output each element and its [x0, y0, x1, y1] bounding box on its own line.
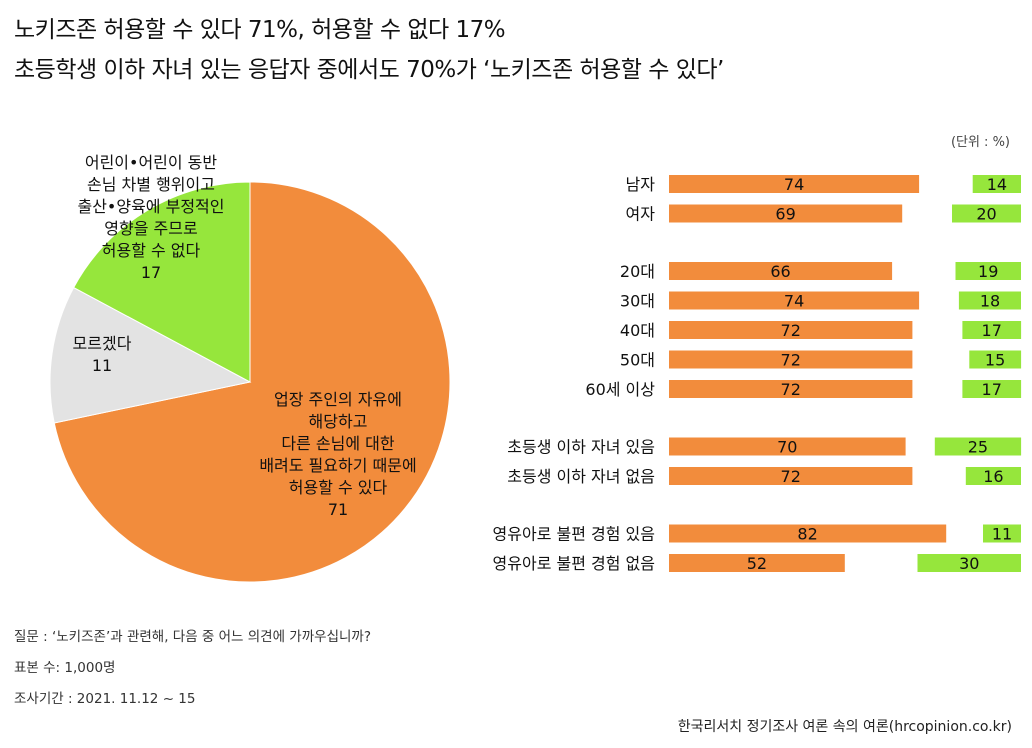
bar-category-label: 영유아로 불편 경험 있음	[493, 525, 655, 544]
bar-category-label: 60세 이상	[585, 380, 655, 399]
pie-label-line: 허용할 수 없다	[102, 241, 201, 260]
pie-label-line: 다른 손님에 대한	[281, 434, 394, 453]
bar-agree	[669, 437, 906, 456]
unit-note: (단위 : %)	[951, 135, 1010, 150]
bar-agree-value-label: 70	[777, 438, 797, 457]
bar-category-label: 30대	[620, 292, 655, 311]
pie-label-line: 손님 차별 행위이고	[87, 175, 215, 194]
pie-label-line: 배려도 필요하기 때문에	[259, 456, 416, 475]
pie-label-line: 모르겠다	[73, 334, 132, 353]
bar-agree-value-label: 72	[781, 380, 801, 399]
pie-label-line: 허용할 수 있다	[289, 478, 388, 497]
bar-category-label: 40대	[620, 321, 655, 340]
bar-agree	[669, 467, 913, 485]
pie-label-line: 해당하고	[309, 412, 368, 431]
bar-category-label: 여자	[626, 205, 656, 224]
bar-disagree	[972, 175, 1021, 193]
bar-disagree-value-label: 19	[978, 262, 998, 281]
source-note: 한국리서치 정기조사 여론 속의 여론(hrcopinion.co.kr)	[677, 719, 1012, 735]
pie-label-line: 영향을 주므로	[104, 219, 197, 238]
pie-label-line: 업장 주인의 자유에	[274, 390, 402, 409]
bar-disagree-value-label: 20	[976, 205, 996, 224]
question-note: 질문 : ‘노키즈존’과 관련해, 다음 중 어느 의견에 가까우십니까?	[14, 629, 371, 645]
bar-category-label: 50대	[620, 351, 655, 370]
bar-disagree	[958, 291, 1021, 310]
bar-agree	[669, 291, 920, 310]
bar-agree-value-label: 74	[784, 292, 804, 311]
page-subtitle: 초등학생 이하 자녀 있는 응답자 중에서도 70%가 ‘노키즈존 허용할 수 …	[14, 57, 724, 83]
bar-disagree-value-label: 17	[982, 380, 1002, 399]
bar-agree-value-label: 74	[784, 175, 804, 194]
bar-disagree-value-label: 16	[983, 467, 1003, 486]
bar-agree	[669, 175, 920, 193]
bar-agree	[669, 380, 913, 398]
bar-category-label: 초등생 이하 자녀 있음	[507, 438, 655, 457]
bar-disagree	[934, 437, 1022, 456]
pie-slice-dontknow	[49, 286, 252, 424]
bar-disagree	[917, 554, 1021, 572]
bar-agree	[669, 204, 903, 223]
pie-value-label: 71	[328, 500, 348, 519]
bar-agree-value-label: 69	[775, 205, 795, 224]
page-title: 노키즈존 허용할 수 있다 71%, 허용할 수 없다 17%	[14, 17, 506, 43]
bar-disagree	[969, 350, 1022, 369]
bar-disagree-value-label: 14	[987, 175, 1007, 194]
pie-chart: 업장 주인의 자유에 해당하고 다른 손님에 대한 배려도 필요하기 때문에 허용할 수…	[49, 153, 451, 583]
bar-agree-value-label: 72	[781, 321, 801, 340]
pie-label-line: 어린이•어린이 동반	[85, 153, 218, 172]
bar-disagree	[962, 321, 1022, 339]
bar-disagree-value-label: 15	[985, 351, 1005, 370]
bar-disagree	[962, 380, 1022, 398]
bar-agree	[669, 350, 913, 369]
bar-agree-value-label: 72	[781, 467, 801, 486]
bar-agree-value-label: 66	[770, 262, 790, 281]
bar-chart: (단위 : %) 남자 74 14 여자 69 20 20대 66 19 30대 74 18 40대 72 1…	[493, 135, 1022, 573]
bar-disagree	[965, 467, 1021, 485]
bar-disagree	[983, 524, 1021, 543]
pie-slice-agree	[53, 181, 451, 583]
survey-period-note: 조사기간 : 2021. 11.12 ~ 15	[14, 691, 196, 707]
pie-label-dontknow: 모르겠다 11	[73, 334, 132, 375]
bar-category-label: 초등생 이하 자녀 없음	[507, 467, 655, 486]
bar-disagree	[955, 262, 1021, 280]
bar-disagree-value-label: 11	[992, 525, 1012, 544]
bar-disagree-value-label: 17	[982, 321, 1002, 340]
pie-value-label: 17	[141, 263, 161, 282]
sample-size-note: 표본 수: 1,000명	[14, 660, 116, 676]
pie-label-line: 출산•양육에 부정적인	[77, 197, 224, 216]
bar-category-label: 영유아로 불편 경험 없음	[493, 554, 655, 573]
bar-agree	[669, 321, 913, 339]
bar-agree-value-label: 52	[747, 554, 767, 573]
bar-agree	[669, 554, 845, 572]
bar-agree-value-label: 72	[781, 351, 801, 370]
bar-disagree-value-label: 25	[968, 438, 988, 457]
bar-category-label: 남자	[626, 175, 656, 194]
pie-slice-disagree	[73, 181, 251, 383]
bar-disagree-value-label: 30	[959, 554, 979, 573]
bar-agree	[669, 524, 947, 543]
bar-disagree	[952, 204, 1021, 223]
bar-agree-value-label: 82	[797, 525, 817, 544]
bar-agree	[669, 262, 893, 280]
pie-value-label: 11	[92, 356, 112, 375]
bar-disagree-value-label: 18	[980, 292, 1000, 311]
bar-category-label: 20대	[620, 262, 655, 281]
